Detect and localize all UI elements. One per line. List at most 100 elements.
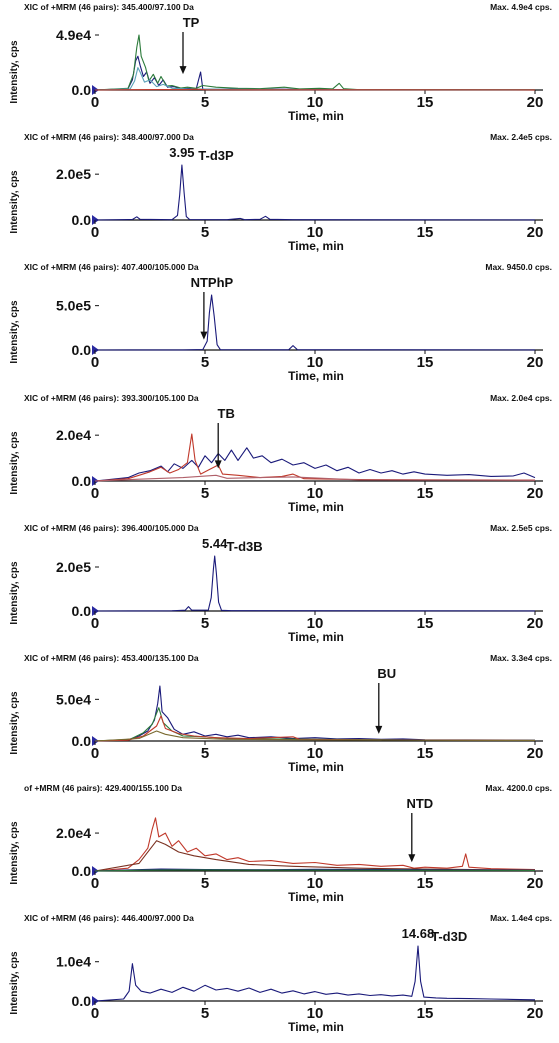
trace-line-4: [94, 88, 536, 91]
x-tick-label: 10: [307, 615, 324, 632]
chart-panel-2: XIC of +MRM (46 pairs): 348.400/97.000 D…: [9, 132, 552, 253]
compound-label: TB: [218, 406, 235, 421]
xic-header: of +MRM (46 pairs): 429.400/155.100 Da: [24, 783, 182, 793]
x-axis-label: Time, min: [288, 890, 344, 904]
y-tick-label: 0.0: [72, 212, 92, 228]
x-tick-label: 10: [307, 1005, 324, 1022]
x-tick-label: 0: [91, 615, 99, 632]
max-cps-label: Max. 2.5e5 cps.: [490, 523, 552, 533]
x-tick-label: 5: [201, 94, 209, 111]
trace-line-1: [94, 164, 536, 221]
x-axis-label: Time, min: [288, 369, 344, 383]
trace-line-1: [94, 555, 536, 612]
max-cps-label: Max. 2.0e4 cps.: [490, 393, 552, 403]
x-axis-label: Time, min: [288, 1020, 344, 1034]
x-tick-label: 20: [527, 1005, 544, 1022]
y-axis-label: Intensity, cps: [9, 691, 20, 755]
y-axis-label: Intensity, cps: [9, 170, 20, 234]
x-tick-label: 5: [201, 1005, 209, 1022]
x-tick-label: 0: [91, 745, 99, 762]
y-tick-label: 5.0e5: [56, 298, 91, 314]
x-tick-label: 0: [91, 224, 99, 241]
xic-header: XIC of +MRM (46 pairs): 393.300/105.100 …: [24, 393, 199, 403]
y-tick-label: 5.0e4: [56, 691, 91, 707]
y-tick-label: 0.0: [72, 993, 92, 1009]
x-axis-label: Time, min: [288, 760, 344, 774]
x-tick-label: 20: [527, 354, 544, 371]
trace-line-3: [94, 67, 536, 91]
x-tick-label: 10: [307, 875, 324, 892]
xic-header: XIC of +MRM (46 pairs): 348.400/97.000 D…: [24, 132, 194, 142]
y-tick-label: 2.0e5: [56, 559, 91, 575]
x-tick-label: 15: [417, 224, 434, 241]
pointer-arrow-head: [375, 725, 383, 734]
x-tick-label: 15: [417, 485, 434, 502]
x-tick-label: 15: [417, 875, 434, 892]
x-tick-label: 20: [527, 875, 544, 892]
peak-retention-label: 5.44: [202, 536, 228, 551]
trace-line-1: [94, 817, 536, 872]
trace-line-2: [94, 34, 536, 91]
x-tick-label: 15: [417, 94, 434, 111]
x-tick-label: 5: [201, 224, 209, 241]
x-tick-label: 5: [201, 875, 209, 892]
y-tick-label: 4.9e4: [56, 27, 91, 43]
y-axis-label: Intensity, cps: [9, 300, 20, 364]
x-tick-label: 0: [91, 94, 99, 111]
y-tick-label: 0.0: [72, 863, 92, 879]
x-tick-label: 15: [417, 745, 434, 762]
trace-line-2: [94, 840, 536, 872]
y-tick-label: 0.0: [72, 82, 92, 98]
x-tick-label: 15: [417, 1005, 434, 1022]
y-axis-label: Intensity, cps: [9, 561, 20, 625]
xic-header: XIC of +MRM (46 pairs): 345.400/97.100 D…: [24, 2, 194, 12]
xic-header: XIC of +MRM (46 pairs): 407.400/105.000 …: [24, 262, 199, 272]
y-axis-label: Intensity, cps: [9, 431, 20, 495]
x-tick-label: 20: [527, 615, 544, 632]
trace-line-3: [94, 715, 536, 742]
x-axis-label: Time, min: [288, 239, 344, 253]
chart-panel-6: XIC of +MRM (46 pairs): 453.400/135.100 …: [9, 653, 552, 774]
trace-line-4: [94, 730, 536, 742]
chart-panel-3: XIC of +MRM (46 pairs): 407.400/105.000 …: [9, 262, 552, 383]
x-tick-label: 5: [201, 745, 209, 762]
x-tick-label: 20: [527, 485, 544, 502]
y-tick-label: 2.0e4: [56, 825, 91, 841]
trace-line-1: [94, 447, 536, 482]
y-tick-label: 0.0: [72, 473, 92, 489]
max-cps-label: Max. 4200.0 cps.: [485, 783, 552, 793]
max-cps-label: Max. 3.3e4 cps.: [490, 653, 552, 663]
pointer-arrow-head: [408, 854, 416, 863]
x-tick-label: 10: [307, 745, 324, 762]
trace-line-4: [94, 869, 536, 872]
max-cps-label: Max. 4.9e4 cps.: [490, 2, 552, 12]
x-tick-label: 10: [307, 354, 324, 371]
chart-panel-8: XIC of +MRM (46 pairs): 446.400/97.000 D…: [9, 913, 552, 1034]
peak-retention-label: 14.68: [402, 926, 435, 941]
x-tick-label: 15: [417, 615, 434, 632]
xic-header: XIC of +MRM (46 pairs): 453.400/135.100 …: [24, 653, 199, 663]
pointer-arrow-head: [200, 331, 208, 340]
x-tick-label: 20: [527, 745, 544, 762]
x-tick-label: 5: [201, 485, 209, 502]
x-tick-label: 20: [527, 94, 544, 111]
x-tick-label: 20: [527, 224, 544, 241]
chart-panel-5: XIC of +MRM (46 pairs): 396.400/105.000 …: [9, 523, 552, 644]
x-tick-label: 0: [91, 485, 99, 502]
compound-label: T-d3B: [227, 539, 263, 554]
x-tick-label: 0: [91, 354, 99, 371]
y-axis-label: Intensity, cps: [9, 821, 20, 885]
xic-header: XIC of +MRM (46 pairs): 396.400/105.000 …: [24, 523, 199, 533]
chart-panel-4: XIC of +MRM (46 pairs): 393.300/105.100 …: [9, 393, 552, 514]
compound-label: T-d3D: [431, 929, 467, 944]
y-tick-label: 2.0e5: [56, 166, 91, 182]
x-tick-label: 15: [417, 354, 434, 371]
max-cps-label: Max. 2.4e5 cps.: [490, 132, 552, 142]
compound-label: BU: [377, 666, 396, 681]
y-tick-label: 0.0: [72, 603, 92, 619]
max-cps-label: Max. 1.4e4 cps.: [490, 913, 552, 923]
compound-label: NTD: [406, 796, 433, 811]
x-tick-label: 5: [201, 354, 209, 371]
x-tick-label: 0: [91, 1005, 99, 1022]
